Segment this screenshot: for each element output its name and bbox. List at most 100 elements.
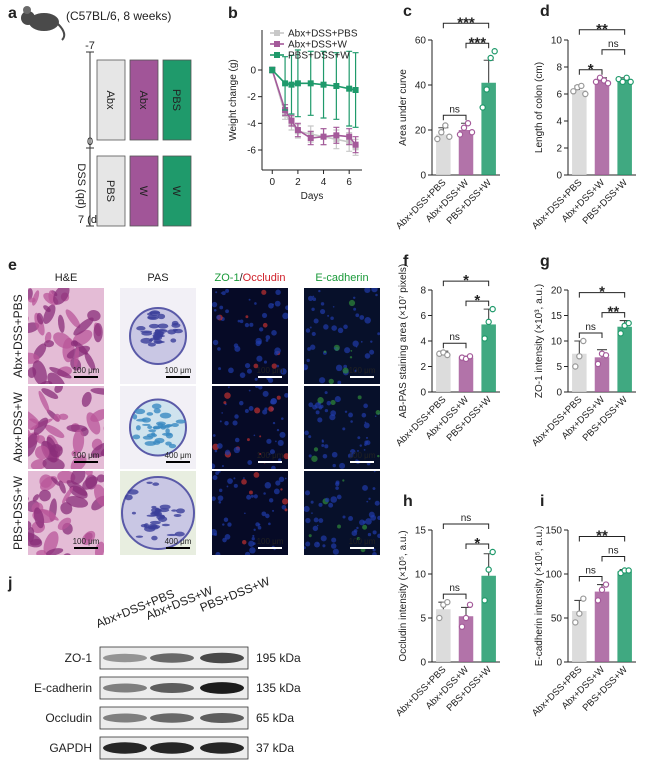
- tissue: [156, 514, 166, 520]
- fluorescence: [275, 480, 281, 486]
- fluorescence: [237, 319, 241, 323]
- fluorescence: [255, 522, 260, 527]
- fluorescence: [227, 522, 232, 527]
- fluorescence: [227, 478, 233, 485]
- fluorescence: [372, 487, 376, 491]
- size-label: 195 kDa: [256, 651, 301, 665]
- fluorescence: [242, 539, 247, 545]
- y-tick-label: 15: [551, 311, 563, 322]
- tissue: [42, 457, 65, 469]
- y-tick-label: 2: [556, 144, 562, 155]
- tissue: [124, 494, 133, 501]
- tissue: [70, 455, 87, 469]
- band: [103, 683, 147, 693]
- fluorescence: [308, 534, 312, 538]
- tissue: [146, 433, 158, 438]
- panel-label: e: [8, 257, 17, 274]
- fluorescence: [218, 367, 222, 371]
- tissue: [153, 408, 161, 414]
- y-tick-label: 4: [556, 117, 562, 128]
- bar: [617, 80, 632, 175]
- tissue: [90, 387, 104, 395]
- fluorescence: [273, 488, 280, 495]
- fluorescence: [218, 500, 222, 504]
- fluorescence: [369, 349, 375, 355]
- fluorescence: [324, 444, 329, 449]
- fluorescence: [372, 552, 377, 555]
- data-point: [456, 131, 464, 138]
- fluorescence: [213, 532, 218, 536]
- tissue: [176, 508, 185, 514]
- band: [150, 742, 194, 754]
- fluorescence: [323, 350, 327, 354]
- legend-label: Abx+DSS+PBS: [288, 29, 358, 40]
- data-point: [619, 78, 626, 86]
- column-header-part: E-cadherin: [315, 272, 368, 284]
- data-point: [625, 567, 632, 574]
- fluorescence: [330, 496, 338, 503]
- marker: [307, 80, 314, 87]
- significance-bracket: [465, 42, 490, 49]
- fluorescence: [276, 395, 281, 400]
- y-tick-label: 50: [551, 614, 563, 625]
- data-point: [464, 120, 472, 127]
- fluorescence: [319, 308, 326, 315]
- tissue: [36, 549, 47, 555]
- fluorescence: [374, 415, 377, 418]
- band: [200, 682, 244, 694]
- y-tick-label: 10: [415, 570, 427, 581]
- fluorescence: [323, 324, 329, 330]
- significance-bracket: [578, 29, 626, 35]
- fluorescence: [312, 297, 317, 302]
- fluorescence: [215, 291, 218, 294]
- fluorescence: [275, 440, 277, 443]
- fluorescence: [330, 316, 334, 321]
- band: [150, 713, 194, 723]
- fluorescence: [244, 512, 246, 515]
- micrograph: [28, 288, 104, 384]
- significance-label: ns: [608, 39, 619, 50]
- significance-label: *: [463, 272, 469, 289]
- fluorescence: [247, 460, 253, 465]
- data-point: [462, 614, 470, 622]
- fluorescence: [217, 347, 221, 351]
- fluorescence: [284, 393, 288, 398]
- y-tick-label: 0: [556, 388, 562, 399]
- fluorescence: [224, 534, 231, 540]
- fluorescence: [342, 367, 349, 374]
- significance-bracket: [578, 536, 626, 542]
- data-point: [458, 623, 466, 631]
- significance-label: ns: [461, 513, 472, 524]
- fluorescence: [276, 364, 280, 368]
- significance-label: ns: [585, 322, 596, 333]
- fluorescence: [333, 347, 336, 350]
- significance-label: ns: [608, 546, 619, 557]
- tissue: [153, 339, 163, 345]
- fluorescence: [253, 434, 256, 437]
- significance-bracket: [578, 292, 626, 298]
- column-header: E-cadherin: [315, 272, 368, 284]
- fluorescence: [351, 530, 358, 537]
- fluorescence: [285, 305, 288, 311]
- significance-label: ns: [449, 104, 460, 115]
- error-bar: [574, 599, 585, 611]
- bar: [458, 130, 474, 175]
- fluorescence: [265, 513, 270, 519]
- fluorescence: [246, 368, 252, 374]
- fluorescence: [375, 409, 380, 415]
- micrograph: [120, 471, 196, 555]
- fluorescence: [364, 421, 367, 424]
- data-point: [576, 610, 583, 617]
- tissue: [43, 305, 51, 313]
- tissue: [53, 288, 70, 305]
- fluorescence: [254, 302, 257, 305]
- bar: [617, 326, 632, 392]
- fluorescence: [263, 492, 266, 495]
- tissue: [65, 309, 81, 329]
- fluorescence: [313, 517, 319, 523]
- fluorescence: [234, 414, 239, 419]
- scale-bar-label: 400 μm: [165, 451, 192, 460]
- fluorescence: [308, 454, 312, 458]
- tissue: [132, 414, 138, 420]
